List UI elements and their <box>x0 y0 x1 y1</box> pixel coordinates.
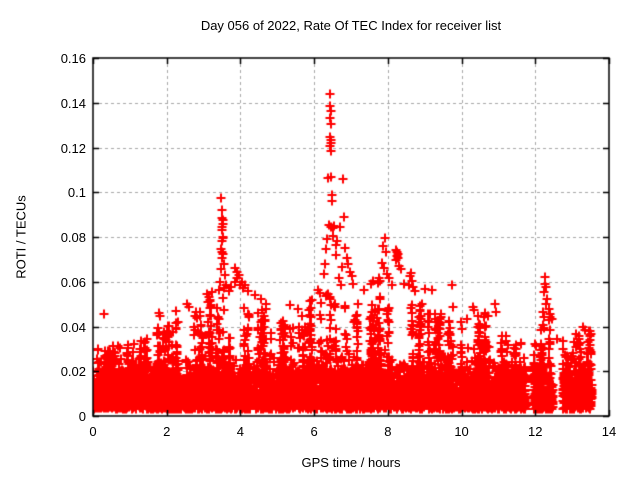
x-tick-label: 10 <box>454 424 469 439</box>
x-axis-label: GPS time / hours <box>301 455 401 470</box>
x-tick-label: 6 <box>310 424 318 439</box>
y-tick-label: 0.1 <box>67 185 86 201</box>
y-tick-label: 0 <box>78 409 86 424</box>
y-tick-label: 0.16 <box>60 51 86 66</box>
x-tick-label: 4 <box>236 424 245 439</box>
x-tick-label: 8 <box>384 424 392 439</box>
x-tick-label: 2 <box>163 424 171 439</box>
x-tick-label: 0 <box>89 424 97 439</box>
y-tick-label: 0.14 <box>60 95 86 111</box>
y-tick-label: 0.02 <box>60 364 86 380</box>
y-axis-label: ROTI / TECUs <box>13 195 29 279</box>
y-tick-label: 0.06 <box>60 274 86 290</box>
chart-title: Day 056 of 2022, Rate Of TEC Index for r… <box>200 18 502 33</box>
x-tick-label: 14 <box>601 424 617 439</box>
y-tick-label: 0.04 <box>60 319 86 335</box>
y-tick-label: 0.12 <box>60 140 86 156</box>
y-tick-label: 0.08 <box>60 230 86 245</box>
x-tick-label: 12 <box>528 424 543 439</box>
